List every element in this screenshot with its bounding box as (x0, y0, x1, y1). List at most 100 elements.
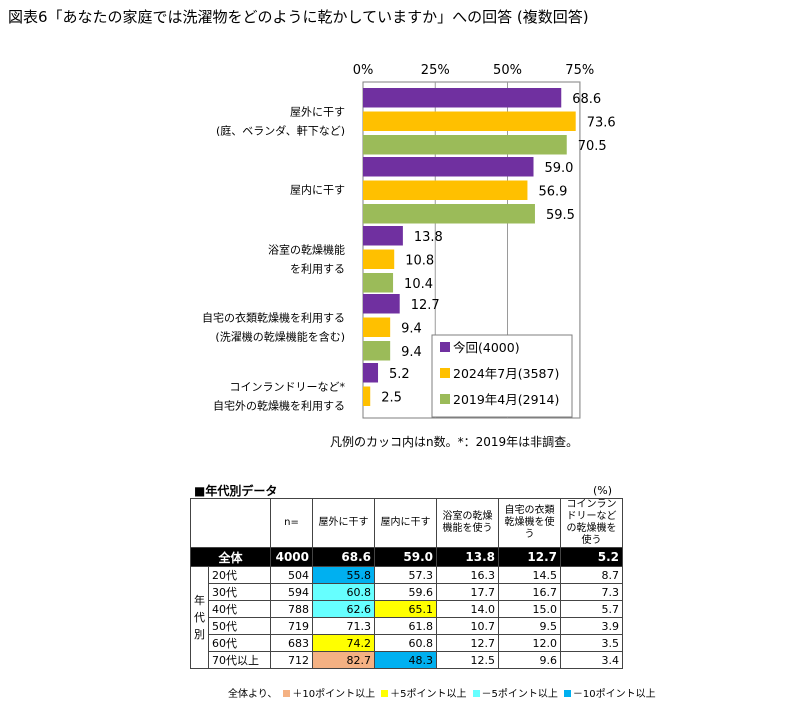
bar-value-label: 9.4 (401, 345, 422, 360)
total-row: 全体 4000 68.6 59.0 13.8 12.7 5.2 (190, 547, 623, 567)
chart-footnote: 凡例のカッコ内はn数。*：2019年は非調查。 (330, 434, 578, 449)
total-value: 12.7 (498, 547, 561, 567)
bar-value-label: 59.0 (545, 161, 574, 176)
legend-item-label: －10ポイント以上 (572, 689, 656, 700)
total-value: 5.2 (560, 547, 623, 567)
x-tick-label: 0% (353, 63, 374, 78)
bar-value-label: 59.5 (546, 208, 575, 223)
row-value: 60.8 (374, 634, 437, 652)
figure-title: 図表6「あなたの家庭では洗濯物をどのように乾かしていますか」への回答 (複数回答… (8, 8, 589, 26)
legend-swatch (440, 368, 450, 378)
bar (363, 226, 403, 246)
row-value: 15.0 (498, 600, 561, 618)
column-header: 自宅の衣類乾燥機を使う (498, 498, 561, 548)
total-value: 13.8 (436, 547, 499, 567)
table-row: 60代 683 74.2 60.8 12.7 12.0 3.5 (191, 634, 623, 652)
legend-label: 今回(4000) (453, 340, 520, 355)
row-value: 71.3 (312, 617, 375, 635)
category-label: (洗濯機の乾燥機能を含む) (215, 329, 345, 343)
age-table-unit: (%) (592, 484, 612, 497)
row-value: 14.0 (436, 600, 499, 618)
bar-value-label: 13.8 (414, 230, 443, 245)
row-value: 74.2 (312, 634, 375, 652)
age-side-char: 年 (194, 594, 205, 607)
bar (363, 386, 371, 406)
category-label: 屋内に干す (290, 182, 345, 196)
row-value: 12.7 (436, 634, 499, 652)
age-group-label: 40代 (208, 600, 271, 618)
bar (363, 180, 528, 200)
row-value: 9.6 (498, 651, 561, 669)
bar-value-label: 12.7 (411, 298, 440, 313)
column-header: 浴室の乾燥機能を使う (436, 498, 499, 548)
bar (363, 157, 534, 177)
row-value: 3.9 (560, 617, 623, 635)
row-value: 7.3 (560, 583, 623, 601)
table-legend: 全体より、 ＋10ポイント以上 ＋5ポイント以上 －5ポイント以上 －10ポイント以上 (228, 685, 656, 700)
legend-color-square (381, 690, 389, 697)
row-n: 788 (270, 600, 313, 618)
bar-value-label: 10.4 (404, 277, 433, 292)
bar-value-label: 5.2 (389, 367, 410, 382)
category-label: を利用する (290, 262, 345, 275)
age-table-section: ■年代別データ (%) n= 屋外に干す 屋内に干す 浴室の乾燥機能を使う 自宅の衣類乾… (190, 480, 626, 669)
column-header: コインランドリーなどの乾燥機を使う (560, 498, 623, 548)
age-side-label: 年代別 (190, 566, 209, 669)
row-value: 5.7 (560, 600, 623, 618)
x-tick-label: 50% (493, 63, 522, 78)
age-group-label: 30代 (208, 583, 271, 601)
bar-value-label: 68.6 (572, 92, 601, 107)
row-n: 712 (270, 651, 313, 669)
age-table: n= 屋外に干す 屋内に干す 浴室の乾燥機能を使う 自宅の衣類乾燥機を使う コインランドリ… (190, 498, 623, 669)
row-value: 55.8 (312, 566, 375, 584)
bar (363, 317, 391, 337)
bar (363, 273, 394, 293)
row-value: 16.7 (498, 583, 561, 601)
bar-value-label: 10.8 (405, 253, 434, 268)
legend-item-label: ＋10ポイント以上 (292, 689, 376, 700)
legend-item-label: ＋5ポイント以上 (390, 689, 467, 700)
x-tick-label: 25% (421, 63, 450, 78)
bar-value-label: 70.5 (578, 139, 607, 154)
row-value: 8.7 (560, 566, 623, 584)
legend-color-square (283, 690, 291, 697)
legend-swatch (440, 342, 450, 352)
legend-color-square (563, 690, 571, 697)
row-value: 10.7 (436, 617, 499, 635)
legend-swatch (440, 394, 450, 404)
legend-color-square (472, 690, 480, 697)
row-value: 65.1 (374, 600, 437, 618)
legend-box (431, 334, 573, 418)
bar-value-label: 73.6 (587, 115, 616, 130)
category-label: 浴室の乾燥機能 (268, 242, 345, 256)
bar (363, 135, 567, 155)
table-row: 50代 719 71.3 61.8 10.7 9.5 3.9 (191, 617, 623, 635)
x-tick-label: 75% (565, 63, 594, 78)
age-side-char: 代 (194, 611, 205, 624)
category-label: (庭、ベランダ、軒下など) (216, 123, 345, 137)
total-n: 4000 (270, 547, 313, 567)
table-row: 30代 594 60.8 59.6 17.7 16.7 7.3 (191, 583, 623, 601)
row-value: 59.6 (374, 583, 437, 601)
legend-label: 2019年4月(2914) (453, 392, 559, 407)
row-value: 3.4 (560, 651, 623, 669)
bar-value-label: 56.9 (538, 184, 567, 199)
table-row: 70代以上 712 82.7 48.3 12.5 9.6 3.4 (191, 651, 623, 669)
row-value: 14.5 (498, 566, 561, 584)
category-label: コインランドリーなど* (230, 380, 346, 393)
age-group-label: 50代 (208, 617, 271, 635)
table-header-row: n= 屋外に干す 屋内に干す 浴室の乾燥機能を使う 自宅の衣類乾燥機を使う コインランドリ… (190, 498, 623, 548)
row-value: 3.5 (560, 634, 623, 652)
table-row: 40代 788 62.6 65.1 14.0 15.0 5.7 (191, 600, 623, 618)
column-header: 屋内に干す (374, 498, 437, 548)
category-label: 屋外に干す (290, 105, 345, 118)
age-group-label: 60代 (208, 634, 271, 652)
table-row: 年代別 20代 504 55.8 57.3 16.3 14.5 8.7 (190, 566, 623, 669)
row-value: 48.3 (374, 651, 437, 669)
total-value: 68.6 (312, 547, 375, 567)
row-value: 82.7 (312, 651, 375, 669)
bar (363, 111, 576, 131)
row-value: 61.8 (374, 617, 437, 635)
row-value: 57.3 (374, 566, 437, 584)
legend-prefix: 全体より、 (228, 689, 278, 700)
